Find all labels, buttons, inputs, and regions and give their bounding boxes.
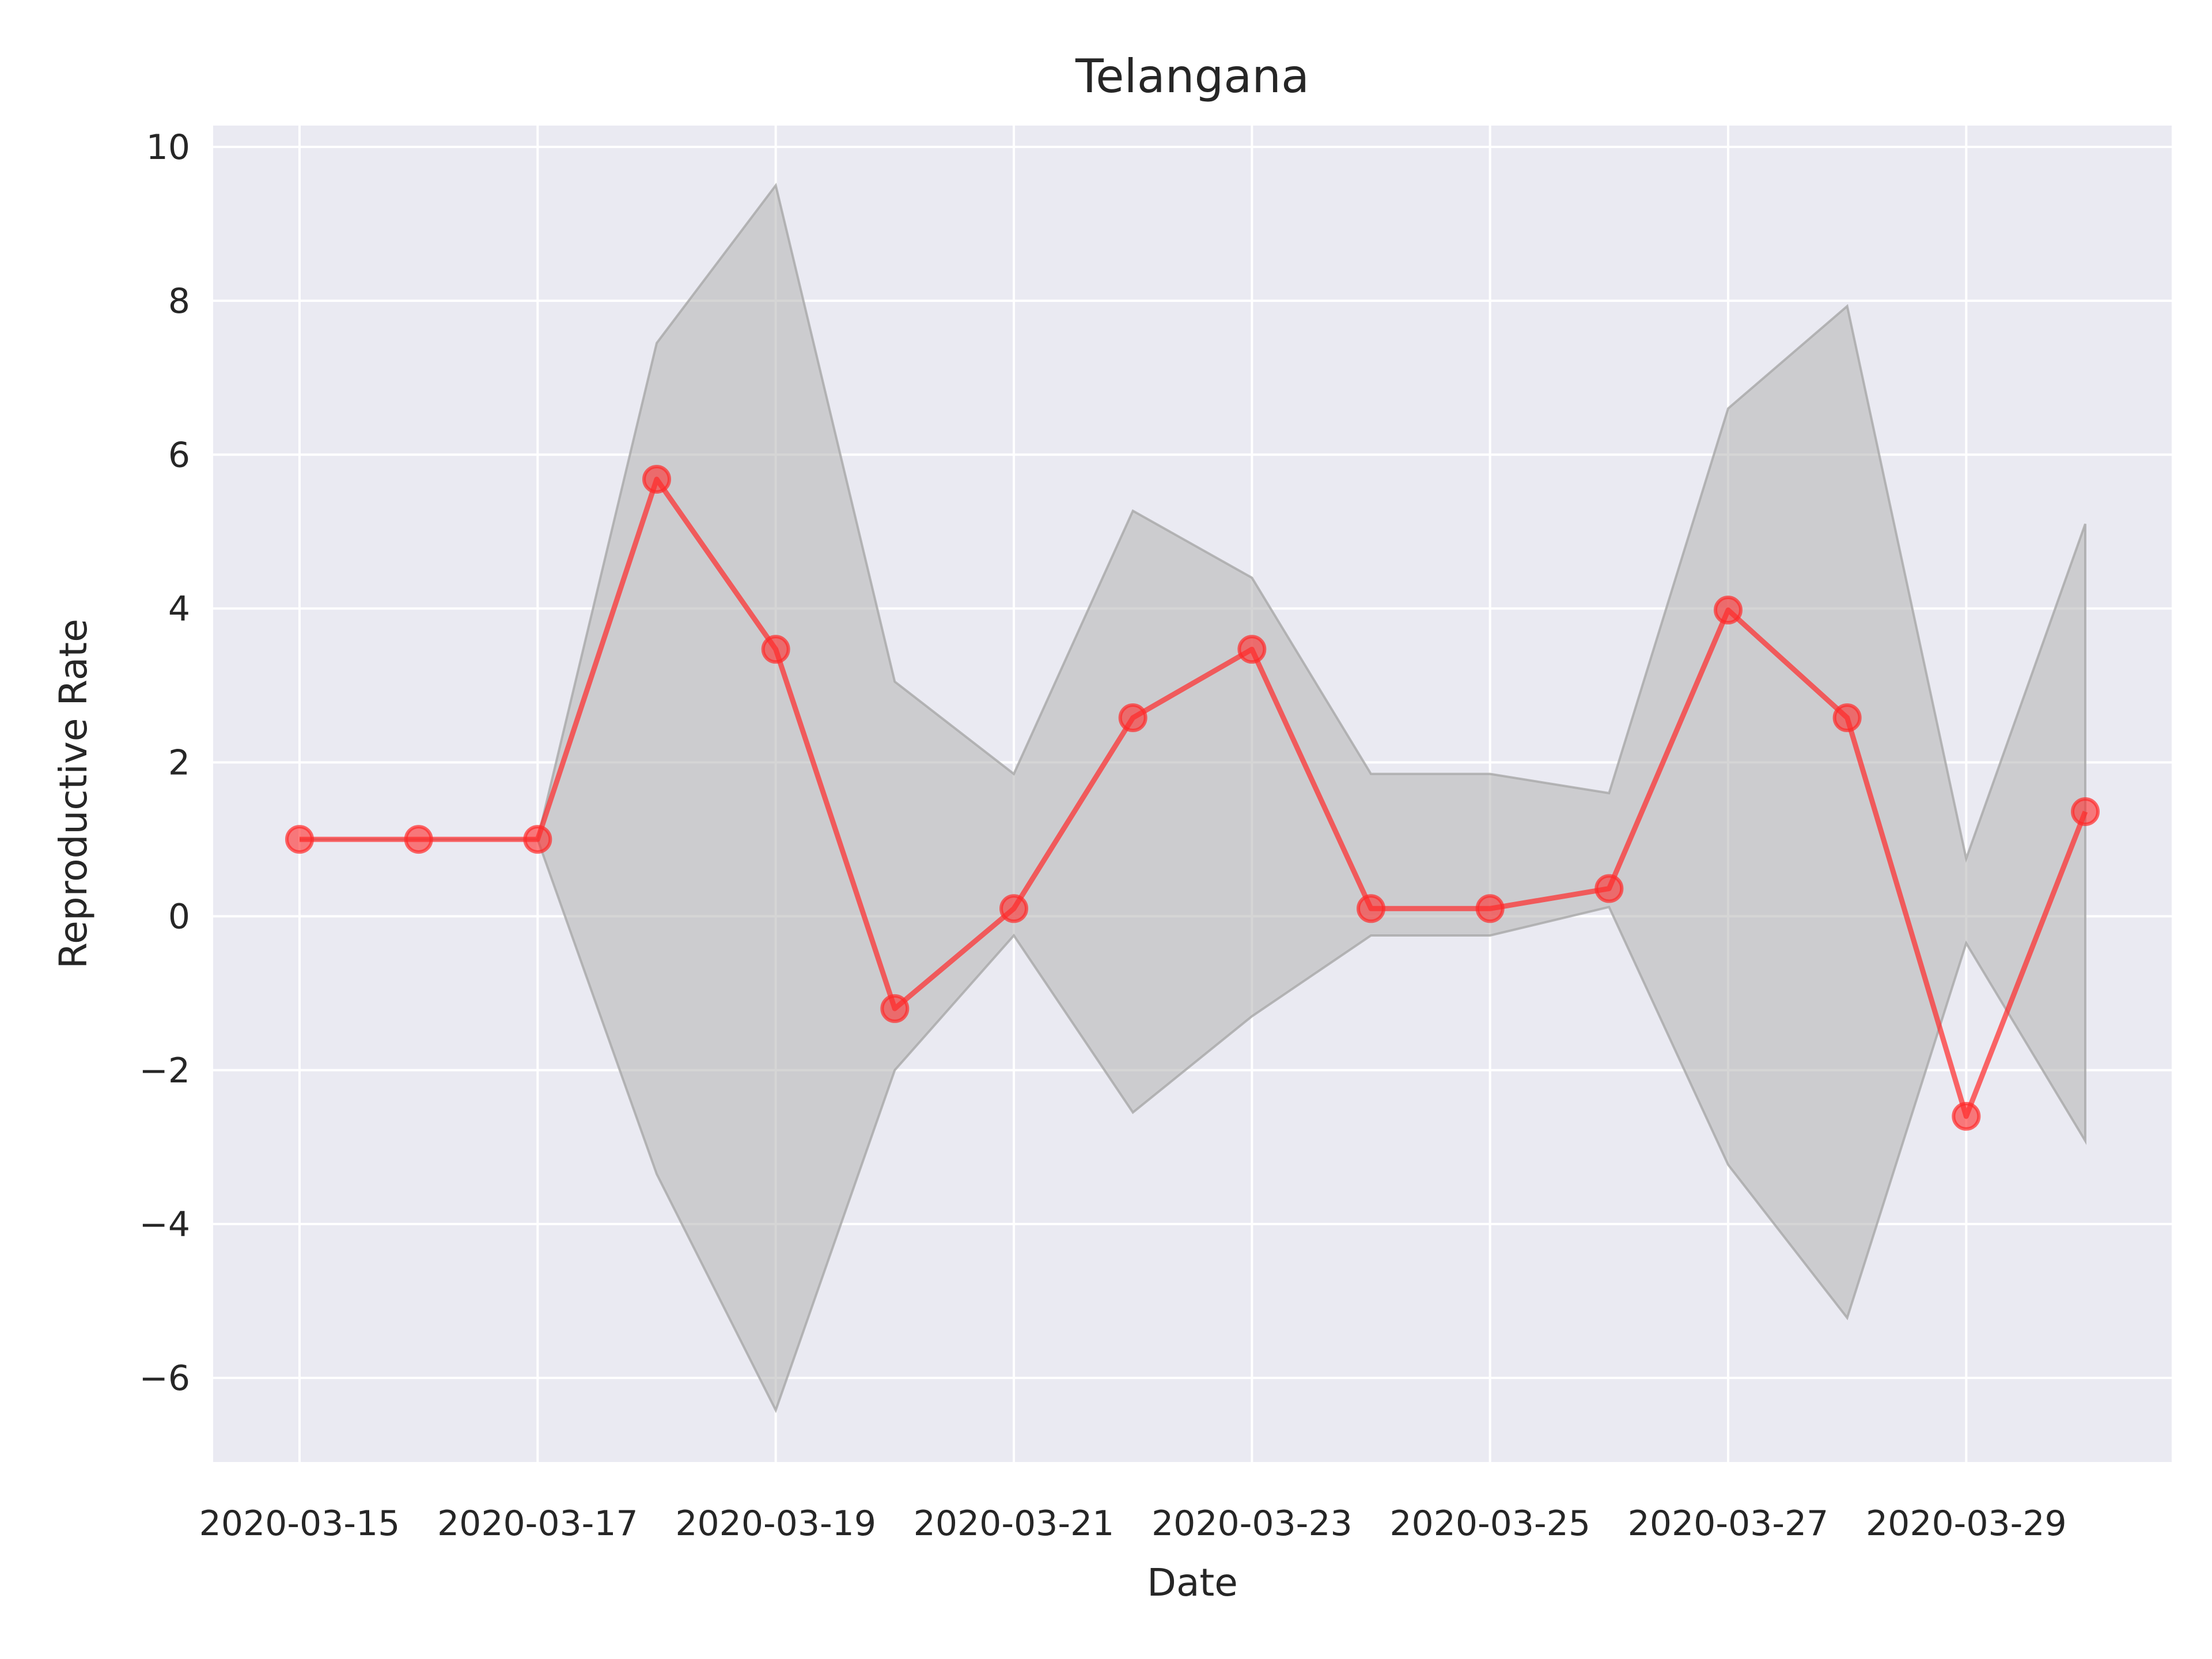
y-tick-labels: 10 8 6 4 2 0 −2 −4 −6 bbox=[139, 127, 190, 1399]
data-point bbox=[404, 825, 433, 854]
x-tick-label: 2020-03-25 bbox=[1389, 1503, 1590, 1544]
data-point bbox=[1237, 635, 1267, 664]
y-axis-label: Reproductive Rate bbox=[51, 619, 96, 969]
data-point bbox=[523, 825, 552, 854]
y-tick-label: 6 bbox=[168, 435, 190, 475]
x-tick-label: 2020-03-29 bbox=[1866, 1503, 2067, 1544]
data-point bbox=[2071, 797, 2100, 826]
y-tick-label: 8 bbox=[168, 281, 190, 321]
x-tick-labels: 2020-03-15 2020-03-17 2020-03-19 2020-03-21… bbox=[199, 1503, 2067, 1544]
y-tick-label: 4 bbox=[168, 589, 190, 629]
data-point bbox=[1594, 874, 1624, 903]
y-tick-label: 10 bbox=[146, 127, 190, 168]
chart-title: Telangana bbox=[1075, 50, 1309, 103]
data-point bbox=[285, 825, 314, 854]
x-tick-label: 2020-03-27 bbox=[1628, 1503, 1829, 1544]
data-point bbox=[880, 994, 910, 1023]
series-line bbox=[300, 476, 2088, 1119]
x-tick-label: 2020-03-23 bbox=[1152, 1503, 1353, 1544]
data-point bbox=[1952, 1101, 1981, 1131]
data-point bbox=[642, 464, 671, 494]
x-axis-label: Date bbox=[1147, 1560, 1238, 1605]
data-point bbox=[1714, 596, 1743, 625]
y-tick-label: 2 bbox=[168, 743, 190, 783]
x-tick-label: 2020-03-19 bbox=[675, 1503, 876, 1544]
y-tick-label: 0 bbox=[168, 897, 190, 937]
x-tick-label: 2020-03-17 bbox=[437, 1503, 638, 1544]
data-point bbox=[999, 894, 1028, 923]
data-point bbox=[1475, 894, 1505, 923]
data-point bbox=[1357, 894, 1385, 923]
y-tick-label: −2 bbox=[139, 1051, 190, 1091]
confidence-band bbox=[300, 183, 2086, 1414]
x-tick-label: 2020-03-15 bbox=[199, 1503, 400, 1544]
data-point bbox=[761, 635, 790, 664]
y-tick-label: −4 bbox=[139, 1205, 190, 1245]
data-point bbox=[1832, 703, 1862, 733]
data-point bbox=[1118, 703, 1147, 733]
x-tick-label: 2020-03-21 bbox=[914, 1503, 1115, 1544]
data-points bbox=[285, 464, 2100, 1131]
y-tick-label: −6 bbox=[139, 1358, 190, 1399]
